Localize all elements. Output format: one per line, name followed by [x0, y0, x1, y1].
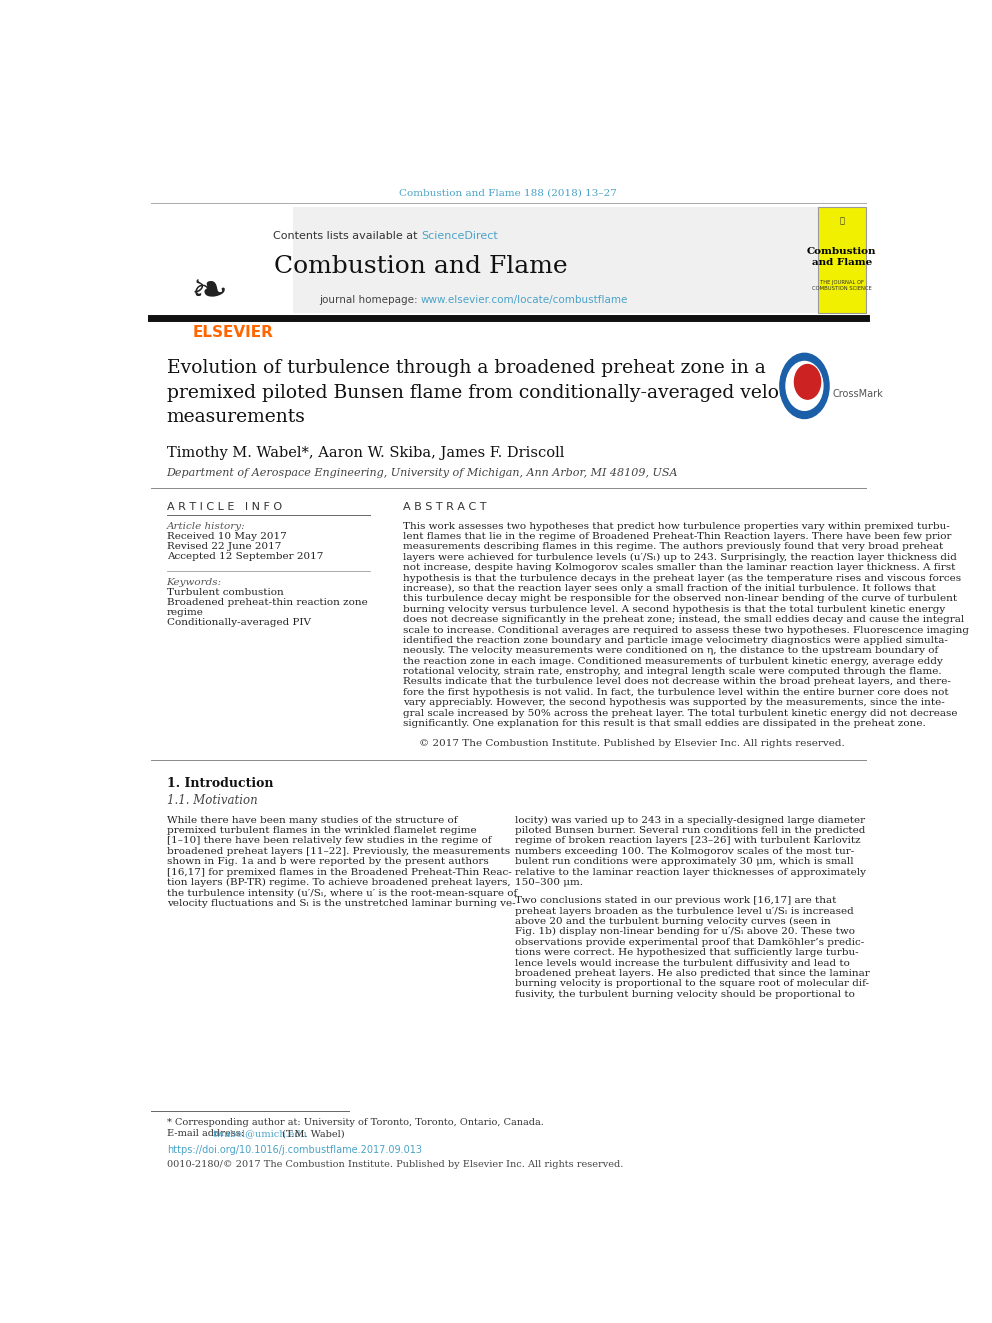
Text: vary appreciably. However, the second hypothesis was supported by the measuremen: vary appreciably. However, the second hy…	[403, 699, 944, 708]
Text: shown in Fig. 1a and b were reported by the present authors: shown in Fig. 1a and b were reported by …	[167, 857, 488, 867]
Text: * Corresponding author at: University of Toronto, Toronto, Ontario, Canada.: * Corresponding author at: University of…	[167, 1118, 544, 1127]
Text: Conditionally-averaged PIV: Conditionally-averaged PIV	[167, 618, 310, 627]
Text: hypothesis is that the turbulence decays in the preheat layer (as the temperatur: hypothesis is that the turbulence decays…	[403, 573, 961, 582]
Text: and Flame: and Flame	[811, 258, 872, 267]
Text: observations provide experimental proof that Damköhler’s predic-: observations provide experimental proof …	[516, 938, 865, 947]
Circle shape	[780, 353, 829, 418]
Text: Turbulent combustion: Turbulent combustion	[167, 587, 284, 597]
Text: this turbulence decay might be responsible for the observed non-linear bending o: this turbulence decay might be responsib…	[403, 594, 957, 603]
Text: fusivity, the turbulent burning velocity should be proportional to: fusivity, the turbulent burning velocity…	[516, 990, 855, 999]
Text: journal homepage:: journal homepage:	[319, 295, 421, 304]
Text: Combustion and Flame 188 (2018) 13–27: Combustion and Flame 188 (2018) 13–27	[400, 189, 617, 198]
Text: 0010-2180/© 2017 The Combustion Institute. Published by Elsevier Inc. All rights: 0010-2180/© 2017 The Combustion Institut…	[167, 1160, 623, 1170]
Text: Department of Aerospace Engineering, University of Michigan, Ann Arbor, MI 48109: Department of Aerospace Engineering, Uni…	[167, 468, 679, 478]
Text: burning velocity is proportional to the square root of molecular dif-: burning velocity is proportional to the …	[516, 979, 869, 988]
Text: Fig. 1b) display non-linear bending for u′/Sₗ above 20. These two: Fig. 1b) display non-linear bending for …	[516, 927, 855, 937]
Text: layers were achieved for turbulence levels (u′/Sₗ) up to 243. Surprisingly, the : layers were achieved for turbulence leve…	[403, 553, 957, 562]
Text: scale to increase. Conditional averages are required to assess these two hypothe: scale to increase. Conditional averages …	[403, 626, 969, 635]
Text: the reaction zone in each image. Conditioned measurements of turbulent kinetic e: the reaction zone in each image. Conditi…	[403, 656, 942, 665]
Text: CrossMark: CrossMark	[833, 389, 884, 400]
Text: not increase, despite having Kolmogorov scales smaller than the laminar reaction: not increase, despite having Kolmogorov …	[403, 564, 955, 572]
Text: measurements: measurements	[167, 409, 306, 426]
Text: THE JOURNAL OF
COMBUSTION SCIENCE: THE JOURNAL OF COMBUSTION SCIENCE	[811, 280, 872, 291]
Text: A B S T R A C T: A B S T R A C T	[403, 501, 486, 512]
Text: premixed turbulent flames in the wrinkled flamelet regime: premixed turbulent flames in the wrinkle…	[167, 826, 476, 835]
Text: Received 10 May 2017: Received 10 May 2017	[167, 532, 287, 541]
Text: Timothy M. Wabel*, Aaron W. Skiba, James F. Driscoll: Timothy M. Wabel*, Aaron W. Skiba, James…	[167, 446, 564, 460]
Circle shape	[795, 365, 820, 400]
Text: ELSEVIER: ELSEVIER	[192, 324, 273, 340]
Text: A R T I C L E   I N F O: A R T I C L E I N F O	[167, 501, 282, 512]
Text: fore the first hypothesis is not valid. In fact, the turbulence level within the: fore the first hypothesis is not valid. …	[403, 688, 948, 697]
Bar	[818, 208, 866, 312]
Text: does not decrease significantly in the preheat zone; instead, the small eddies d: does not decrease significantly in the p…	[403, 615, 964, 624]
Text: Evolution of turbulence through a broadened preheat zone in a: Evolution of turbulence through a broade…	[167, 360, 766, 377]
Text: bulent run conditions were approximately 30 μm, which is small: bulent run conditions were approximately…	[516, 857, 854, 867]
Text: Article history:: Article history:	[167, 521, 245, 531]
Text: https://doi.org/10.1016/j.combustflame.2017.09.013: https://doi.org/10.1016/j.combustflame.2…	[167, 1144, 422, 1155]
Text: ScienceDirect: ScienceDirect	[421, 230, 498, 241]
Text: Accepted 12 September 2017: Accepted 12 September 2017	[167, 552, 323, 561]
Text: Results indicate that the turbulence level does not decrease within the broad pr: Results indicate that the turbulence lev…	[403, 677, 951, 687]
Text: ❧: ❧	[190, 270, 228, 314]
Text: Two conclusions stated in our previous work [16,17] are that: Two conclusions stated in our previous w…	[516, 896, 836, 905]
Text: tion layers (BP-TR) regime. To achieve broadened preheat layers,: tion layers (BP-TR) regime. To achieve b…	[167, 878, 510, 888]
Text: increase), so that the reaction layer sees only a small fraction of the initial : increase), so that the reaction layer se…	[403, 583, 935, 593]
Text: Combustion: Combustion	[806, 246, 876, 255]
Text: Keywords:: Keywords:	[167, 578, 222, 587]
Text: the turbulence intensity (u′/Sₗ, where u′ is the root-mean-square of: the turbulence intensity (u′/Sₗ, where u…	[167, 888, 517, 897]
Text: 1.1. Motivation: 1.1. Motivation	[167, 794, 257, 807]
Text: Revised 22 June 2017: Revised 22 June 2017	[167, 542, 281, 552]
Text: piloted Bunsen burner. Several run conditions fell in the predicted: piloted Bunsen burner. Several run condi…	[516, 826, 866, 835]
Text: regime of broken reaction layers [23–26] with turbulent Karlovitz: regime of broken reaction layers [23–26]…	[516, 836, 861, 845]
Text: 1. Introduction: 1. Introduction	[167, 777, 273, 790]
Text: preheat layers broaden as the turbulence level u′/Sₗ is increased: preheat layers broaden as the turbulence…	[516, 906, 854, 916]
Circle shape	[786, 361, 823, 410]
Text: This work assesses two hypotheses that predict how turbulence properties vary wi: This work assesses two hypotheses that p…	[403, 521, 949, 531]
Text: regime: regime	[167, 607, 203, 617]
Text: broadened preheat layers. He also predicted that since the laminar: broadened preheat layers. He also predic…	[516, 968, 870, 978]
Text: above 20 and the turbulent burning velocity curves (seen in: above 20 and the turbulent burning veloc…	[516, 917, 831, 926]
Bar	[188, 209, 231, 311]
Bar	[181, 208, 293, 312]
Text: twabel@umich.edu: twabel@umich.edu	[213, 1129, 308, 1138]
Text: relative to the laminar reaction layer thicknesses of approximately: relative to the laminar reaction layer t…	[516, 868, 866, 877]
Text: lent flames that lie in the regime of Broadened Preheat-Thin Reaction layers. Th: lent flames that lie in the regime of Br…	[403, 532, 951, 541]
Text: tions were correct. He hypothesized that sufficiently large turbu-: tions were correct. He hypothesized that…	[516, 949, 859, 957]
Bar	[181, 208, 833, 312]
Text: 150–300 μm.: 150–300 μm.	[516, 878, 583, 886]
Text: rotational velocity, strain rate, enstrophy, and integral length scale were comp: rotational velocity, strain rate, enstro…	[403, 667, 941, 676]
Text: neously. The velocity measurements were conditioned on η, the distance to the up: neously. The velocity measurements were …	[403, 647, 938, 655]
Text: Contents lists available at: Contents lists available at	[273, 230, 421, 241]
Text: burning velocity versus turbulence level. A second hypothesis is that the total : burning velocity versus turbulence level…	[403, 605, 945, 614]
Text: Broadened preheat-thin reaction zone: Broadened preheat-thin reaction zone	[167, 598, 367, 607]
Text: identified the reaction zone boundary and particle image velocimetry diagnostics: identified the reaction zone boundary an…	[403, 636, 948, 644]
Text: Combustion and Flame: Combustion and Flame	[274, 255, 567, 278]
Text: velocity fluctuations and Sₗ is the unstretched laminar burning ve-: velocity fluctuations and Sₗ is the unst…	[167, 898, 515, 908]
Text: © 2017 The Combustion Institute. Published by Elsevier Inc. All rights reserved.: © 2017 The Combustion Institute. Publish…	[419, 738, 844, 747]
Text: premixed piloted Bunsen flame from conditionally-averaged velocity: premixed piloted Bunsen flame from condi…	[167, 384, 813, 402]
Text: significantly. One explanation for this result is that small eddies are dissipat: significantly. One explanation for this …	[403, 720, 926, 728]
Text: www.elsevier.com/locate/combustflame: www.elsevier.com/locate/combustflame	[421, 295, 628, 304]
Text: (T.M. Wabel): (T.M. Wabel)	[279, 1129, 344, 1138]
Text: 📖: 📖	[839, 216, 844, 225]
Text: While there have been many studies of the structure of: While there have been many studies of th…	[167, 816, 457, 824]
Text: E-mail address:: E-mail address:	[167, 1129, 247, 1138]
Text: locity) was varied up to 243 in a specially-designed large diameter: locity) was varied up to 243 in a specia…	[516, 815, 865, 824]
Text: broadened preheat layers [11–22]. Previously, the measurements: broadened preheat layers [11–22]. Previo…	[167, 847, 510, 856]
Text: [16,17] for premixed flames in the Broadened Preheat-Thin Reac-: [16,17] for premixed flames in the Broad…	[167, 868, 511, 877]
Text: measurements describing flames in this regime. The authors previously found that: measurements describing flames in this r…	[403, 542, 943, 552]
Text: numbers exceeding 100. The Kolmogorov scales of the most tur-: numbers exceeding 100. The Kolmogorov sc…	[516, 847, 855, 856]
Text: lence levels would increase the turbulent diffusivity and lead to: lence levels would increase the turbulen…	[516, 959, 850, 967]
Text: [1–10] there have been relatively few studies in the regime of: [1–10] there have been relatively few st…	[167, 836, 491, 845]
Text: gral scale increased by 50% across the preheat layer. The total turbulent kineti: gral scale increased by 50% across the p…	[403, 709, 957, 717]
